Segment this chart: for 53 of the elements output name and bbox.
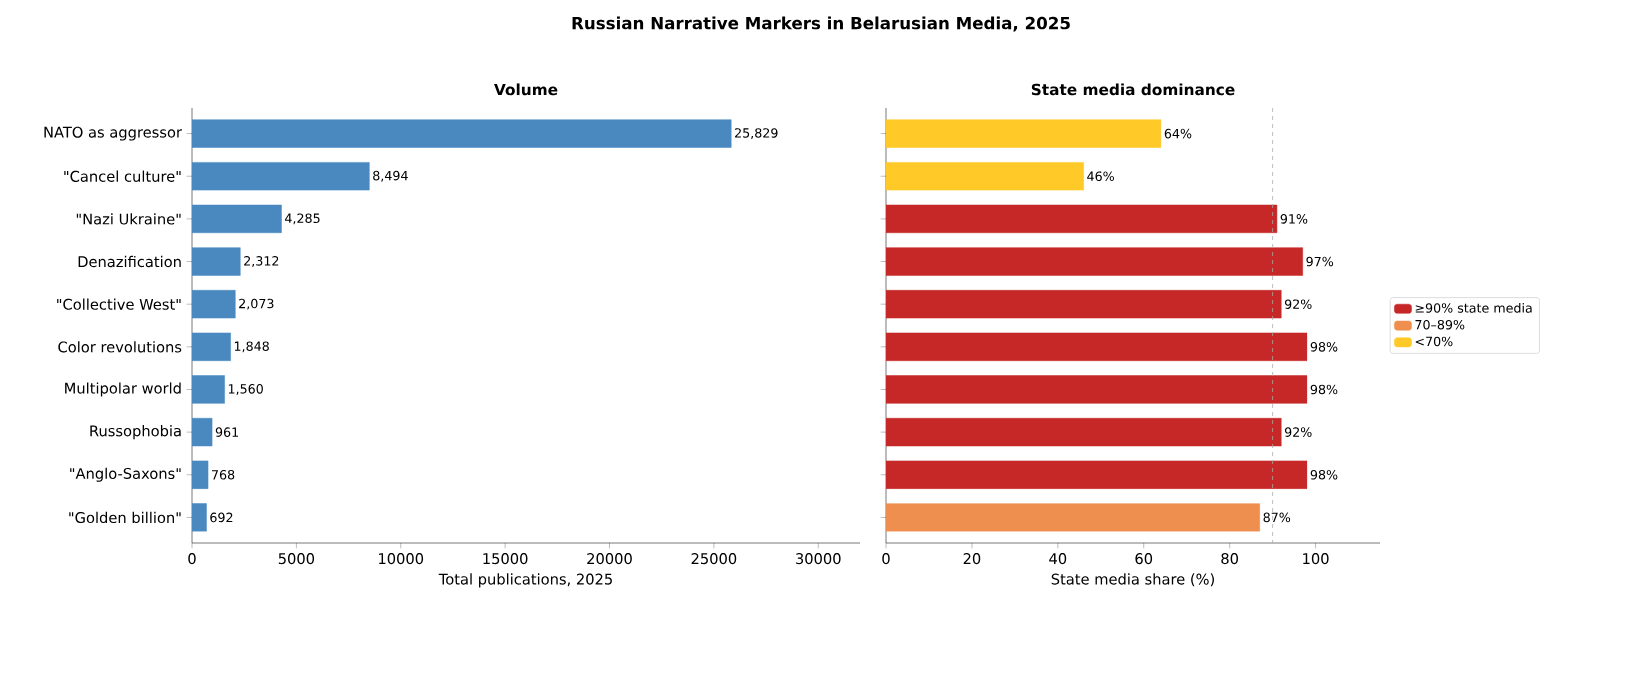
data-label: 961 — [215, 427, 239, 437]
data-label: 98% — [1310, 384, 1338, 395]
data-label: 25,829 — [735, 128, 778, 140]
data-label: 98% — [1310, 342, 1338, 352]
chart-title: Russian Narrative Markers in Belarusian Media, 2025 — [572, 16, 1070, 32]
bar — [886, 119, 1162, 148]
x-tick-label: 10000 — [379, 553, 424, 565]
bar — [886, 162, 1084, 191]
y-tick-label: Denazification — [78, 255, 181, 268]
data-label: 1,848 — [234, 341, 269, 353]
y-tick-label: Russophobia — [90, 425, 181, 440]
data-label: 4,285 — [285, 213, 320, 225]
chart-subtitle: State media dominance — [1031, 83, 1235, 96]
x-tick-label: 25000 — [691, 553, 737, 565]
x-tick-label: 100 — [1303, 553, 1329, 565]
y-tick-label: Multipolar world — [65, 382, 181, 397]
y-tick-label: "Nazi Ukraine" — [76, 213, 181, 225]
x-axis-title: Total publications, 2025 — [438, 573, 612, 588]
x-tick-label: 30000 — [796, 553, 841, 565]
legend-label: <70% — [1415, 336, 1453, 347]
x-tick-label: 20 — [963, 553, 981, 565]
x-tick-label: 60 — [1135, 553, 1153, 565]
legend-label: ≥90% state media — [1415, 302, 1532, 313]
x-tick-label: 0 — [882, 553, 890, 565]
data-label: 98% — [1310, 469, 1338, 480]
y-tick-label: "Collective West" — [57, 298, 181, 310]
data-label: 692 — [210, 512, 233, 523]
data-label: 91% — [1280, 214, 1308, 224]
x-tick-label: 15000 — [483, 553, 528, 565]
data-label: 92% — [1284, 427, 1312, 437]
y-tick-label: Color revolutions — [58, 341, 182, 353]
data-label: 46% — [1087, 171, 1114, 182]
x-tick-label: 80 — [1221, 553, 1238, 565]
y-tick-label: NATO as aggressor — [44, 126, 182, 141]
data-label: 768 — [212, 469, 235, 480]
y-tick-label: "Anglo-Saxons" — [70, 467, 181, 482]
data-label: 87% — [1263, 512, 1291, 523]
y-tick-label: "Golden billion" — [69, 511, 181, 524]
data-label: 92% — [1284, 299, 1312, 309]
x-tick-label: 0 — [188, 553, 196, 565]
x-tick-label: 40 — [1049, 553, 1067, 565]
legend-label: 70–89% — [1415, 319, 1465, 330]
data-label: 1,560 — [228, 384, 263, 395]
data-label: 64% — [1164, 128, 1192, 139]
data-label: 8,494 — [373, 170, 408, 182]
x-tick-label: 20000 — [587, 553, 632, 565]
chart-subtitle: Volume — [494, 83, 558, 96]
data-label: 2,312 — [244, 256, 279, 267]
data-label: 97% — [1306, 256, 1334, 267]
data-label: 2,073 — [239, 298, 274, 310]
x-axis-title: State media share (%) — [1051, 573, 1214, 587]
x-tick-label: 5000 — [278, 553, 315, 565]
y-tick-label: "Cancel culture" — [64, 170, 181, 182]
